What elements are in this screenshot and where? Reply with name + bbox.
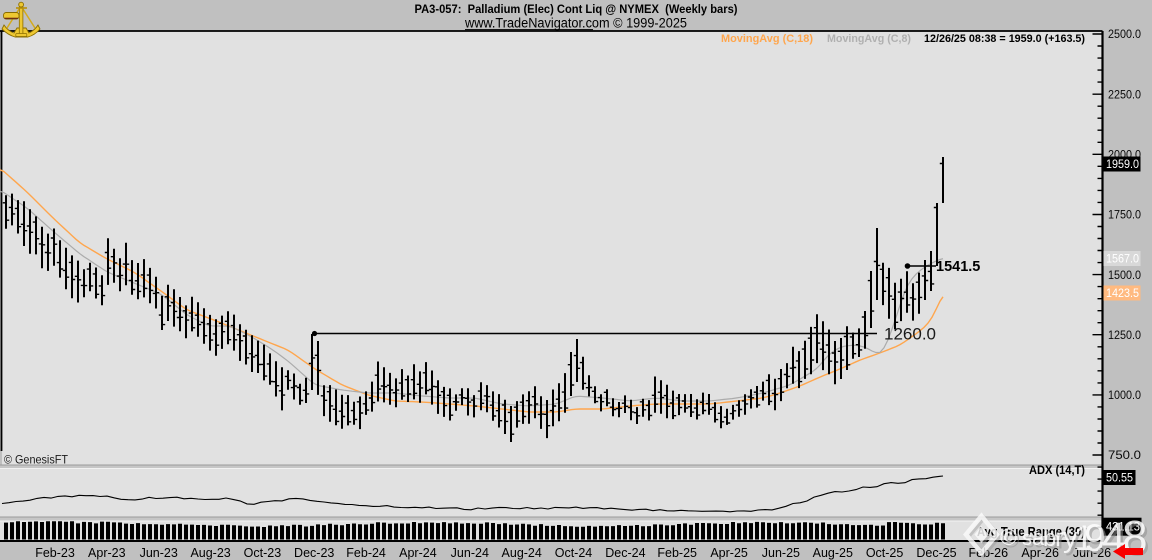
svg-text:Feb-23: Feb-23 — [35, 546, 75, 560]
svg-text:Apr-23: Apr-23 — [88, 546, 126, 560]
svg-text:2250.0: 2250.0 — [1108, 89, 1141, 101]
svg-text:1260.0: 1260.0 — [884, 325, 936, 344]
svg-text:431.13: 431.13 — [1106, 522, 1140, 534]
svg-text:12/26/25 08:38 = 1959.0 (+163.: 12/26/25 08:38 = 1959.0 (+163.5) — [924, 33, 1085, 45]
svg-text:ADX (14,T): ADX (14,T) — [1029, 465, 1085, 477]
svg-text:© GenesisFT: © GenesisFT — [4, 453, 69, 467]
svg-text:Oct-25: Oct-25 — [866, 546, 904, 560]
svg-text:©sabry1948: © sabry1948 — [1000, 511, 1148, 560]
svg-text:Jun-25: Jun-25 — [762, 546, 800, 560]
svg-text:Aug-23: Aug-23 — [190, 546, 230, 560]
svg-text:1000.0: 1000.0 — [1108, 390, 1141, 402]
svg-text:1750.0: 1750.0 — [1108, 210, 1141, 222]
svg-text:Feb-25: Feb-25 — [657, 546, 697, 560]
svg-text:1250.0: 1250.0 — [1108, 330, 1141, 342]
svg-text:www.TradeNavigator.com © 1999-: www.TradeNavigator.com © 1999-2025 — [464, 16, 687, 31]
svg-text:1500.0: 1500.0 — [1108, 270, 1141, 282]
svg-text:Apr-26: Apr-26 — [1021, 546, 1059, 560]
svg-text:MovingAvg (C,8): MovingAvg (C,8) — [827, 33, 911, 45]
svg-text:Feb-24: Feb-24 — [346, 546, 386, 560]
svg-text:1541.5: 1541.5 — [936, 259, 980, 275]
svg-text:1567.0: 1567.0 — [1106, 254, 1139, 266]
svg-text:Oct-23: Oct-23 — [244, 546, 282, 560]
svg-text:Aug-25: Aug-25 — [813, 546, 853, 560]
svg-text:750.0: 750.0 — [1108, 450, 1141, 462]
svg-text:Jun-24: Jun-24 — [451, 546, 489, 560]
svg-text:1959.0: 1959.0 — [1106, 159, 1139, 171]
svg-text:Oct-24: Oct-24 — [555, 546, 593, 560]
svg-text:Avg True Range (30): Avg True Range (30) — [977, 524, 1085, 539]
svg-text:MovingAvg (C,18): MovingAvg (C,18) — [721, 33, 813, 45]
svg-text:PA3-057: Palladium (Elec) Con: PA3-057: Palladium (Elec) Cont Liq @ NYM… — [415, 4, 738, 16]
svg-text:1423.5: 1423.5 — [1106, 288, 1139, 300]
svg-text:Aug-24: Aug-24 — [502, 546, 542, 560]
svg-text:2500.0: 2500.0 — [1108, 29, 1141, 41]
svg-text:Jun-23: Jun-23 — [140, 546, 178, 560]
svg-text:Dec-25: Dec-25 — [916, 546, 956, 560]
svg-text:50.55: 50.55 — [1106, 473, 1133, 485]
svg-text:Apr-25: Apr-25 — [710, 546, 748, 560]
svg-text:Dec-23: Dec-23 — [294, 546, 334, 560]
svg-text:Dec-24: Dec-24 — [605, 546, 645, 560]
svg-text:Jun-26: Jun-26 — [1073, 546, 1111, 560]
svg-text:Apr-24: Apr-24 — [399, 546, 437, 560]
